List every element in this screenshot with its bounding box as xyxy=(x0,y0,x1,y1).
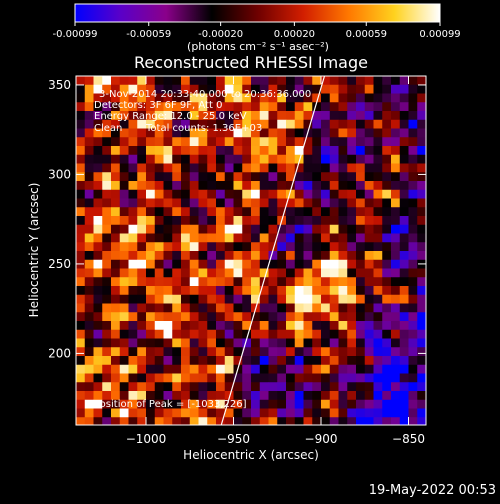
chart-title: Reconstructed RHESSI Image xyxy=(134,53,368,72)
x-tick-label: −900 xyxy=(305,432,338,446)
y-axis-label: Heliocentric Y (arcsec) xyxy=(27,183,41,318)
plot-frame xyxy=(75,75,427,426)
annotation-detectors: Detectors: 3F 6F 9F, Att 0 xyxy=(94,100,222,111)
colorbar-unit-label: (photons cm⁻² s⁻¹ asec⁻²) xyxy=(187,40,329,53)
colorbar-tick-label: 0.00020 xyxy=(274,29,315,40)
y-tick-label: 250 xyxy=(48,257,71,271)
annotation-method: Clean xyxy=(94,123,122,134)
colorbar-tick-label: 0.00099 xyxy=(419,29,460,40)
y-tick-label: 350 xyxy=(48,78,71,92)
y-tick-label: 200 xyxy=(48,346,71,360)
colorbar-tick-label: -0.00059 xyxy=(126,29,171,40)
y-axis-ticks: 200 250 300 350 xyxy=(48,78,426,360)
colorbar: -0.00099 -0.00059 -0.00020 0.00020 0.00059 0.… xyxy=(53,3,461,53)
colorbar-bar xyxy=(74,3,441,23)
colorbar-ticks: -0.00099 -0.00059 -0.00020 0.00020 0.00059 0.… xyxy=(53,22,461,40)
y-tick-label: 300 xyxy=(48,167,71,181)
footer-timestamp: 19-May-2022 00:53 xyxy=(369,483,496,498)
annotation-peak: Position of Peak = [-1033,226] xyxy=(94,399,247,410)
solar-limb-line xyxy=(220,76,326,425)
colorbar-tick-label: 0.00059 xyxy=(346,29,387,40)
x-axis-label: Heliocentric X (arcsec) xyxy=(183,448,319,462)
x-axis-ticks: −1000 −950 −900 −850 xyxy=(126,76,425,446)
plot-image-area xyxy=(76,76,426,425)
colorbar-tick-label: -0.00099 xyxy=(53,29,98,40)
colorbar-tick-label: -0.00020 xyxy=(198,29,243,40)
annotation-energy: Energy Range: 12.0 - 25.0 keV xyxy=(94,111,247,122)
annotation-time: 3-Nov-2014 20:33:40.000 to 20:36:36.000 xyxy=(99,89,311,100)
annotation-counts: Total counts: 1.36E+03 xyxy=(145,123,262,134)
x-tick-label: −950 xyxy=(217,432,250,446)
annotation-block: 3-Nov-2014 20:33:40.000 to 20:36:36.000 … xyxy=(94,89,311,410)
x-tick-label: −850 xyxy=(392,432,425,446)
heatmap-cells xyxy=(76,76,426,425)
x-tick-label: −1000 xyxy=(126,432,167,446)
